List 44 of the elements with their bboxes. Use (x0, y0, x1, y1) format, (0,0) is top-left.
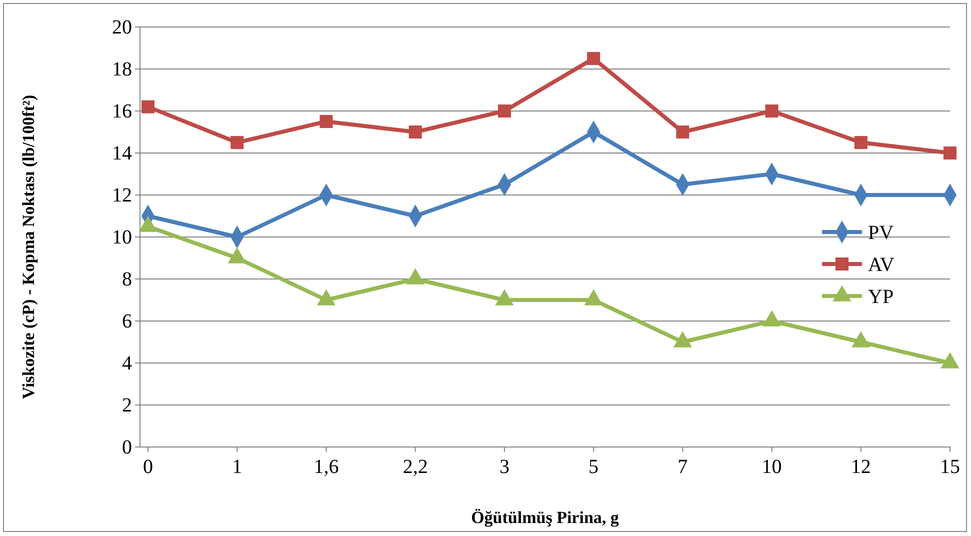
y-tick-label: 16 (112, 100, 132, 122)
point (673, 331, 692, 348)
point (495, 289, 514, 306)
point (854, 136, 868, 150)
x-tick-label: 5 (588, 456, 599, 478)
point (762, 310, 782, 326)
x-tick-label: 1,6 (314, 456, 339, 478)
x-axis-title: Öğütülmüş Pirina, g (471, 508, 620, 527)
point (852, 331, 870, 348)
point (498, 104, 511, 118)
point (940, 352, 960, 368)
point (406, 268, 425, 284)
point (676, 125, 690, 139)
point (943, 146, 957, 160)
legend-label: PV (868, 222, 894, 244)
y-tick-label: 12 (112, 184, 132, 206)
point (141, 100, 155, 114)
x-tick-label: 7 (678, 456, 688, 478)
y-axis-title: Viskozite (cP) - Kopma Noktası (lb/100ft²) (19, 94, 38, 400)
x-tick-label: 1 (232, 456, 242, 478)
y-tick-label: 20 (112, 16, 132, 38)
y-tick-label: 10 (112, 226, 132, 248)
y-tick-label: 8 (122, 268, 132, 290)
x-tick-label: 10 (762, 456, 782, 478)
y-tick-label: 18 (112, 58, 132, 80)
legend-label: YP (868, 286, 894, 308)
legend-label: AV (868, 254, 895, 276)
x-tick-label: 12 (850, 456, 871, 478)
y-tick-label: 14 (112, 142, 132, 164)
y-tick-label: 4 (122, 352, 132, 374)
x-tick-label: 15 (940, 456, 960, 478)
point (587, 52, 600, 66)
y-tick-label: 6 (122, 310, 132, 332)
x-tick-label: 0 (143, 456, 153, 478)
point (230, 136, 244, 150)
y-tick-label: 2 (122, 394, 132, 416)
point (228, 247, 246, 264)
x-tick-label: 2,2 (402, 456, 428, 478)
point (408, 125, 422, 139)
point (320, 114, 333, 128)
point (765, 104, 778, 118)
point (316, 289, 336, 306)
y-tick-label: 0 (122, 436, 132, 458)
x-tick-label: 3 (499, 456, 510, 478)
